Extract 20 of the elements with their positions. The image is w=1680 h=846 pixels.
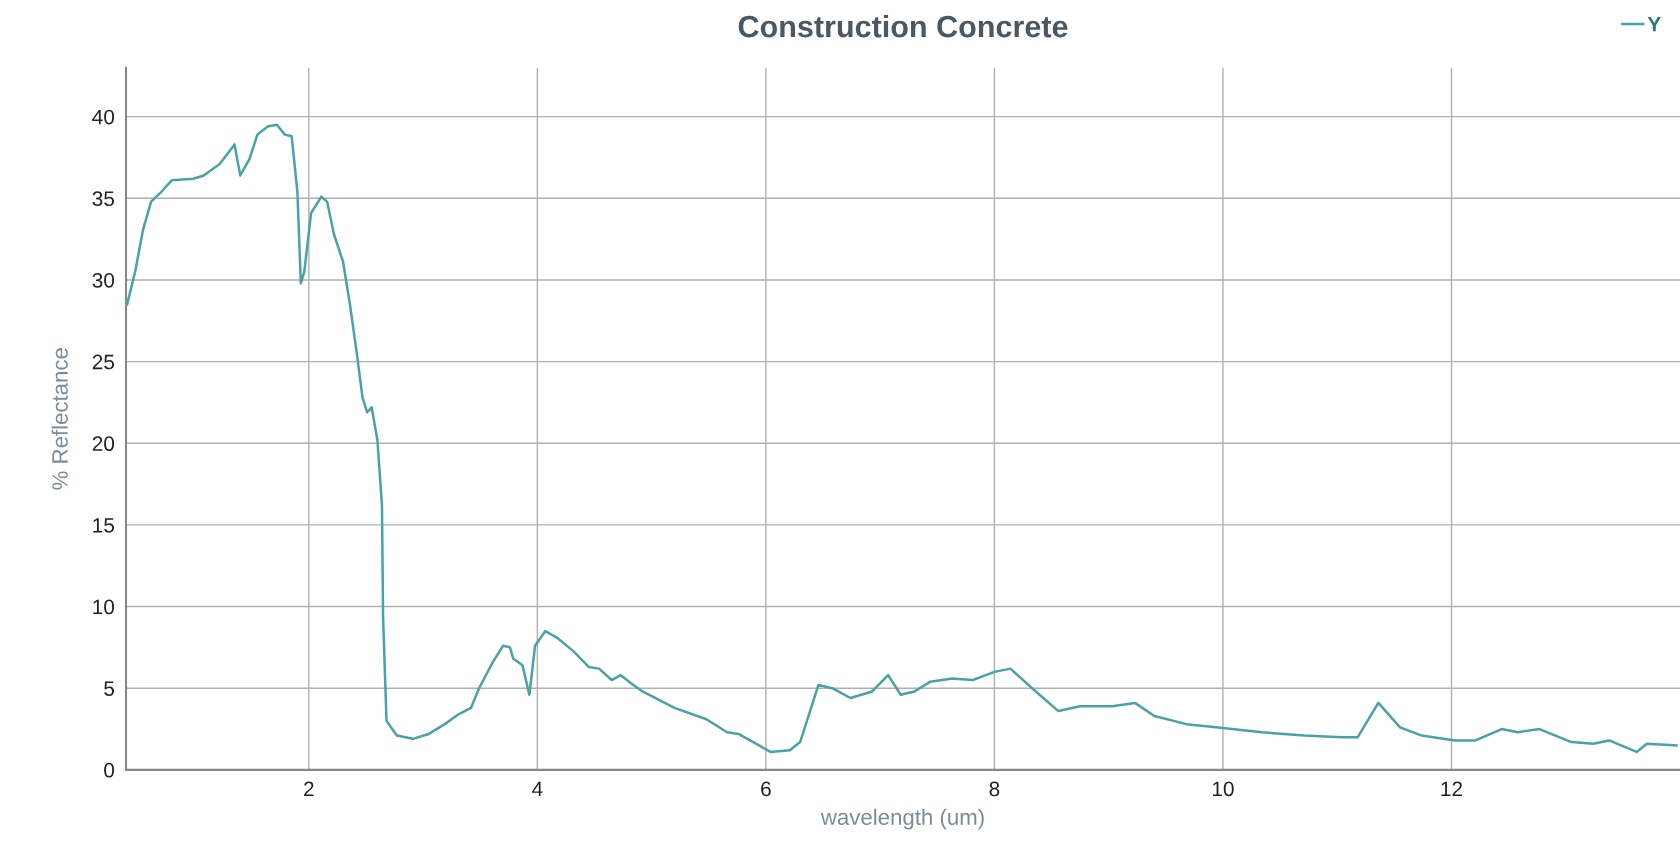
chart-title: Construction Concrete (738, 14, 1068, 38)
y-tick-label: 10 (93, 599, 115, 615)
x-tick-label: 2 (304, 781, 314, 797)
x-tick-label: 4 (532, 781, 543, 797)
x-tick-label: 10 (1212, 781, 1234, 797)
x-tick-label: 8 (989, 781, 1000, 797)
x-tick-label: 12 (1441, 781, 1463, 797)
y-tick-label: 0 (104, 762, 115, 778)
y-tick-label: 35 (92, 191, 115, 207)
legend-label: Y (1647, 16, 1661, 32)
y-tick-label: 40 (92, 109, 115, 125)
x-axis-title: wavelength (um) (820, 808, 984, 830)
y-tick-label: 30 (92, 272, 115, 288)
line-series (126, 123, 1678, 754)
y-tick-label: 15 (93, 518, 115, 533)
y-tick-label: 25 (92, 354, 115, 370)
x-tick-label: 6 (761, 781, 771, 797)
y-axis-title: % Reflectance (51, 348, 68, 490)
y-tick-label: 20 (92, 436, 115, 452)
y-tick-label: 5 (104, 681, 115, 696)
